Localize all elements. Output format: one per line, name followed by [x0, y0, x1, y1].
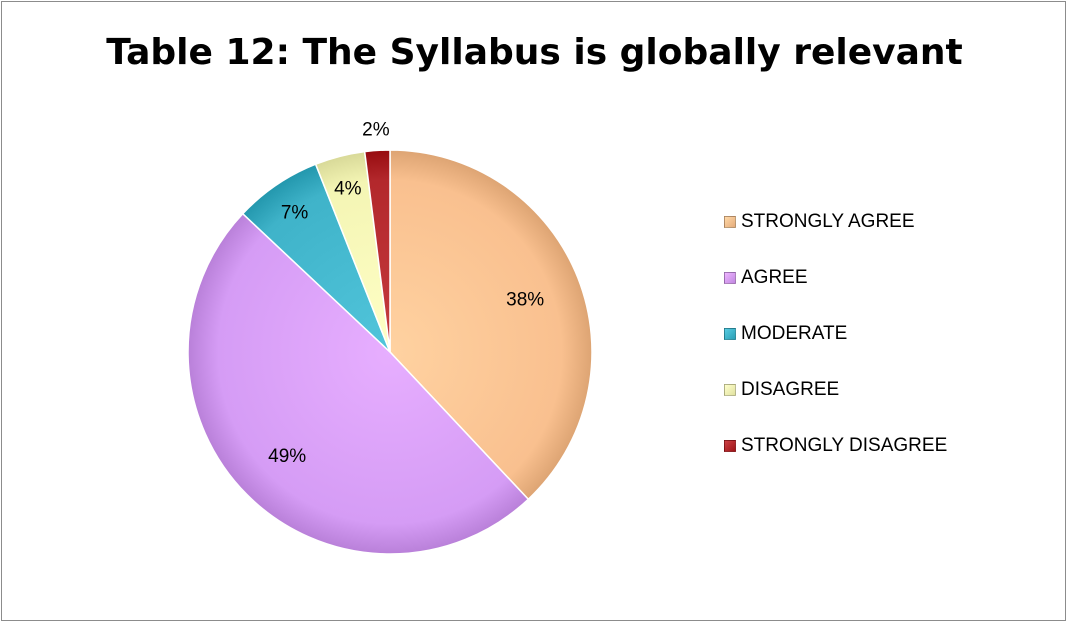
pie-slice-strongly-agree — [389, 149, 593, 501]
data-label-strongly-disagree: 2% — [362, 119, 390, 140]
data-label-moderate: 7% — [281, 203, 309, 224]
legend-label-strongly-agree: STRONGLY AGREE — [741, 211, 915, 232]
legend-swatch-strongly-agree — [724, 216, 736, 228]
legend-swatch-agree — [724, 272, 736, 284]
data-label-strongly-agree: 38% — [506, 290, 544, 311]
legend-swatch-strongly-disagree — [724, 440, 736, 452]
chart-title: Table 12: The Syllabus is globally relev… — [106, 32, 963, 73]
legend-item-disagree: DISAGREE — [724, 378, 1044, 434]
pie-slice-agree — [187, 212, 530, 555]
legend-label-strongly-disagree: STRONGLY DISAGREE — [741, 435, 948, 456]
pie-slice-strongly-disagree — [363, 149, 391, 353]
data-label-disagree: 4% — [334, 179, 362, 200]
legend-label-agree: AGREE — [741, 267, 808, 288]
legend-swatch-moderate — [724, 328, 736, 340]
chart-legend: STRONGLY AGREE AGREE MODERATE DISAGREE STRON… — [724, 210, 1044, 490]
legend-item-moderate: MODERATE — [724, 322, 1044, 378]
legend-label-disagree: DISAGREE — [741, 379, 840, 400]
data-label-agree: 49% — [268, 446, 306, 467]
legend-label-moderate: MODERATE — [741, 323, 848, 344]
legend-item-strongly-disagree: STRONGLY DISAGREE — [724, 434, 1044, 490]
legend-item-agree: AGREE — [724, 266, 1044, 322]
legend-swatch-disagree — [724, 384, 736, 396]
legend-item-strongly-agree: STRONGLY AGREE — [724, 210, 1044, 266]
